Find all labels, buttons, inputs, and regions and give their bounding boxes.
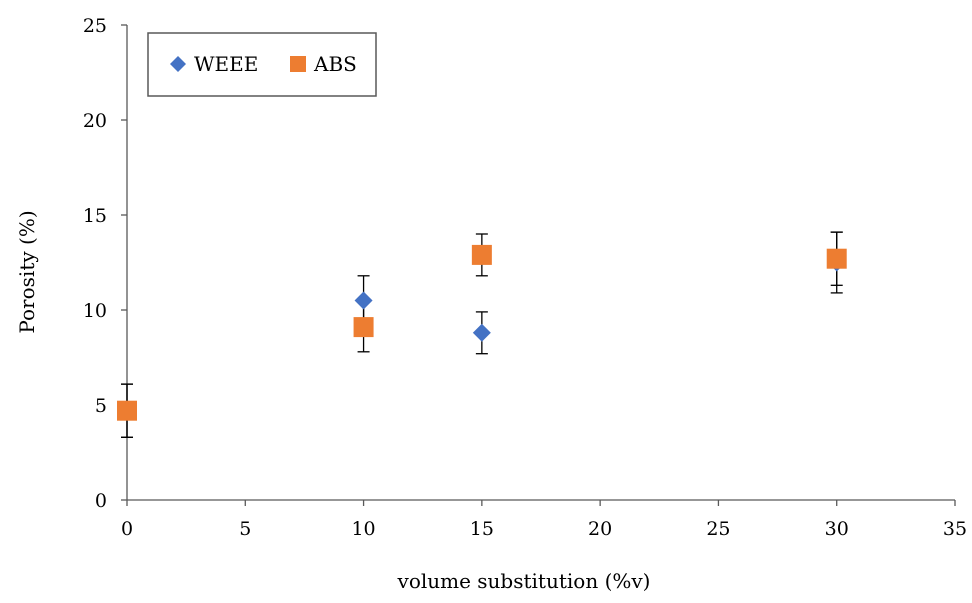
data-point-weee: [472, 323, 491, 342]
x-tick-label: 0: [121, 518, 133, 540]
y-tick-label: 10: [83, 300, 107, 322]
x-tick-label: 15: [470, 518, 494, 540]
legend-label-weee: WEEE: [194, 52, 258, 76]
x-tick-label: 30: [825, 518, 849, 540]
legend-label-abs: ABS: [313, 52, 357, 76]
data-point-abs: [353, 317, 374, 338]
x-tick-label: 10: [351, 518, 375, 540]
legend-marker-weee: [170, 56, 186, 72]
data-markers: [117, 244, 847, 421]
x-axis-title: volume substitution (%v): [397, 569, 651, 593]
x-tick-label: 5: [239, 518, 251, 540]
y-tick-label: 15: [83, 205, 107, 227]
x-tick-label: 25: [706, 518, 730, 540]
x-tick-label: 20: [588, 518, 612, 540]
data-point-abs: [826, 248, 847, 269]
data-point-abs: [471, 244, 492, 265]
x-tick-labels: 0 5 10 15 20 25 30 35: [121, 518, 967, 540]
y-tick-label: 20: [83, 110, 107, 132]
data-point-abs: [117, 400, 137, 421]
y-tick-label: 5: [95, 395, 107, 417]
y-tick-labels: 0 5 10 15 20 25: [83, 15, 107, 512]
x-tick-label: 35: [943, 518, 967, 540]
legend-box: [147, 32, 377, 97]
y-tick-label: 0: [95, 490, 107, 512]
legend: WEEE ABS: [147, 32, 377, 97]
legend-marker-abs: [290, 56, 306, 72]
y-axis-title: Porosity (%): [15, 210, 39, 333]
y-tick-label: 25: [83, 15, 107, 37]
data-point-weee: [354, 291, 373, 310]
